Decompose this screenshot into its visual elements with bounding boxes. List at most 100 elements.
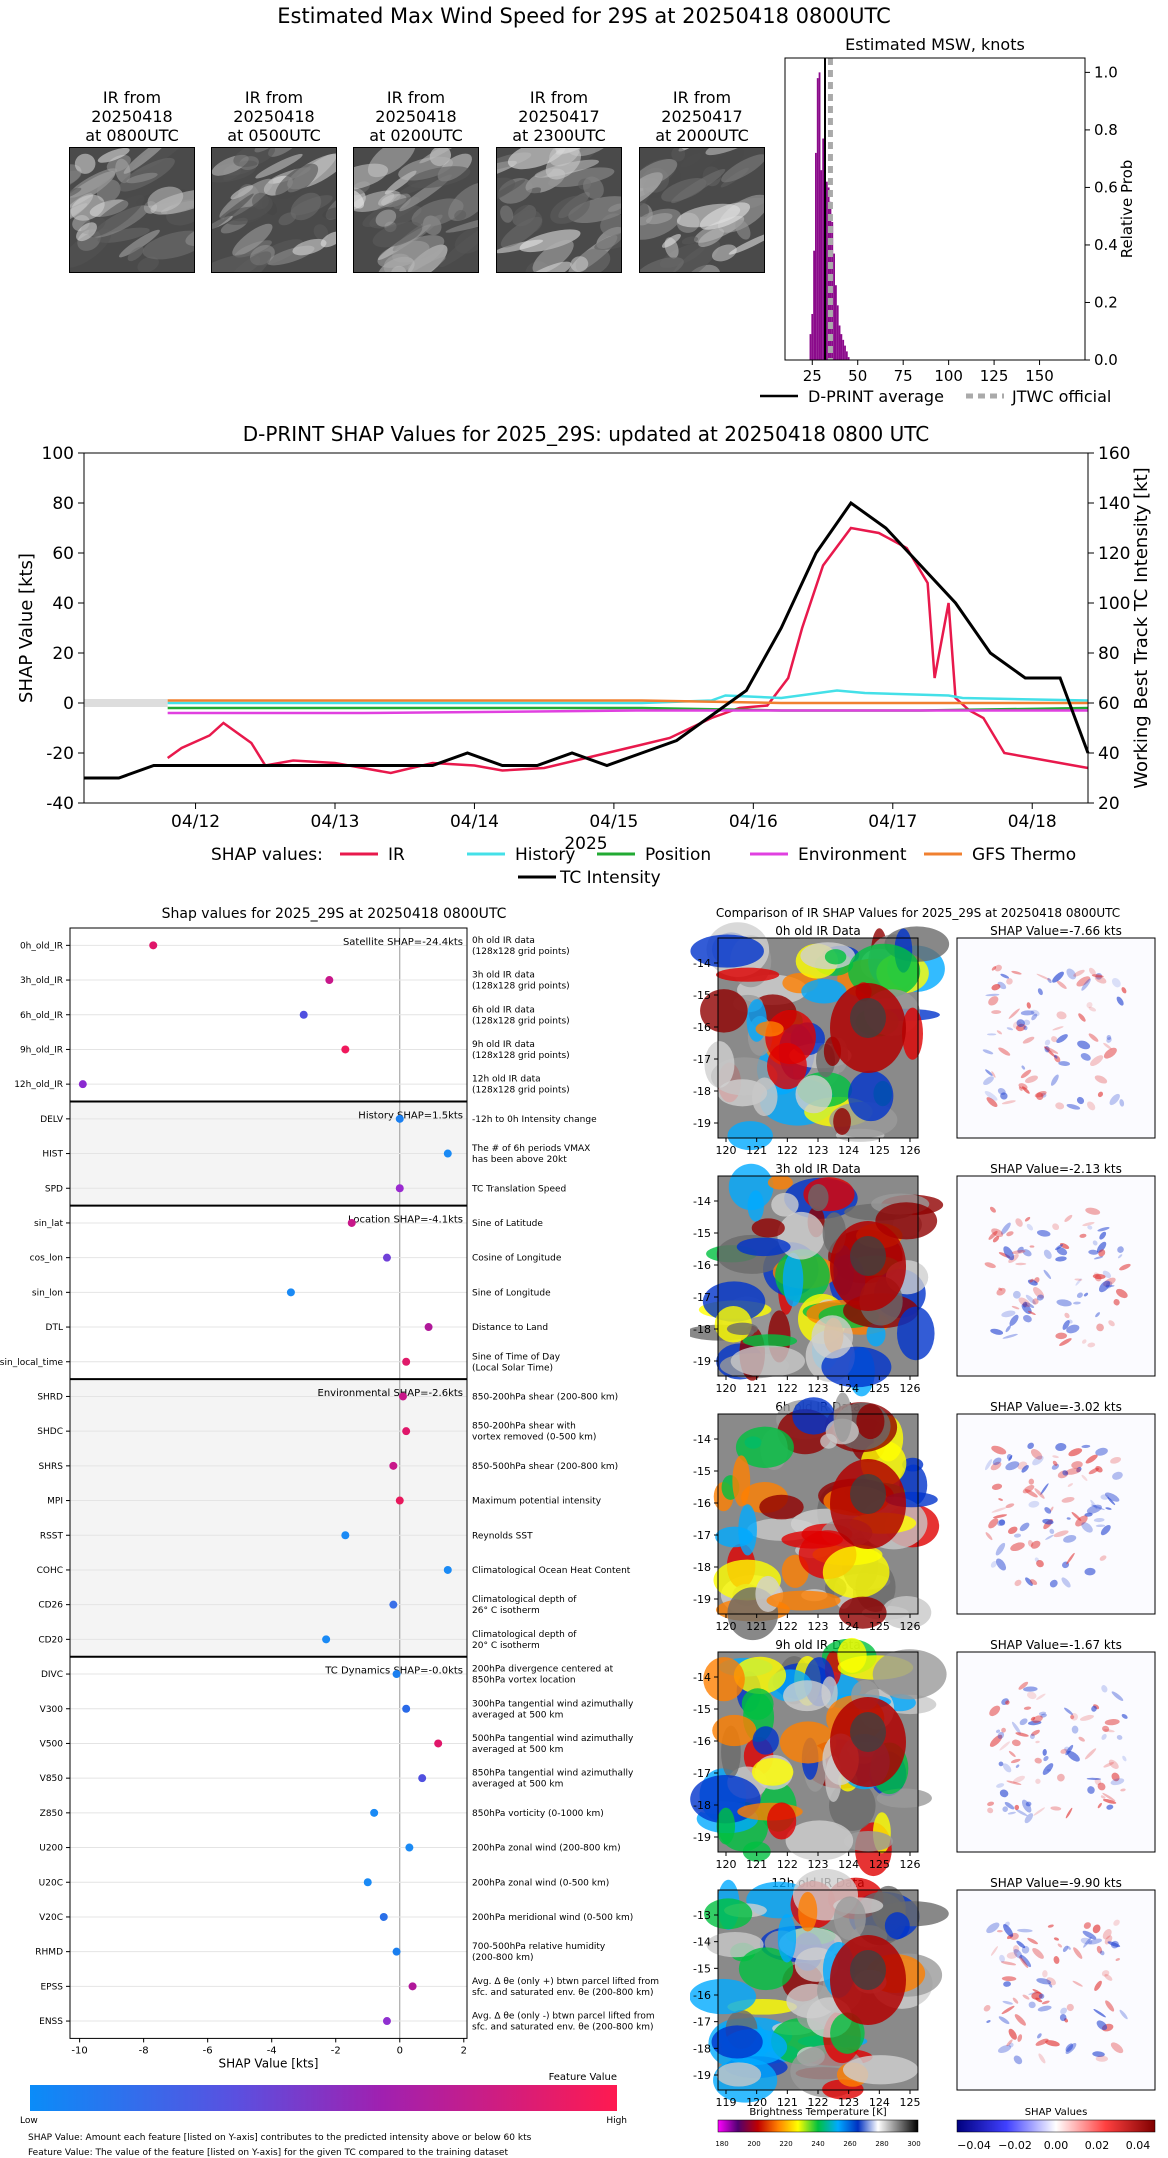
shap-pixel xyxy=(991,1483,1003,1490)
cloud-texture xyxy=(275,163,319,200)
ir-ytick-label: -16 xyxy=(693,1735,711,1748)
shap-pixel xyxy=(1093,1256,1104,1260)
ir-blob xyxy=(833,1392,852,1443)
cloud-texture xyxy=(212,193,254,237)
shap-pixel xyxy=(1049,1528,1055,1534)
shap-pixel xyxy=(990,1946,998,1956)
y-right-tick-label: 120 xyxy=(1098,544,1130,564)
shap-pixel xyxy=(1034,1488,1045,1499)
ir-ytick-label: -16 xyxy=(693,1989,711,2002)
ir-panel xyxy=(690,1163,944,1397)
legend-title: SHAP values: xyxy=(211,845,323,865)
shap-colorbar-tick: 0.04 xyxy=(1126,2139,1151,2152)
shap-pixel xyxy=(1087,1225,1093,1230)
shap-pixel xyxy=(1080,1937,1093,1945)
shap-pixel xyxy=(1038,2053,1046,2064)
ir-xtick-label: 122 xyxy=(808,2096,829,2109)
shap-pixel xyxy=(1065,1744,1074,1756)
ir-blob xyxy=(824,949,847,965)
shap-pixel xyxy=(990,1328,1004,1335)
shap-pixel xyxy=(1093,1272,1099,1277)
x-tick-label: -2 xyxy=(331,2045,341,2056)
shap-pixel xyxy=(1102,1799,1117,1804)
shap-pixel xyxy=(1088,1033,1099,1042)
shap-pixel xyxy=(1032,1988,1042,1994)
y-tick-label: 0.6 xyxy=(1094,178,1118,196)
feature-shap-point xyxy=(363,1878,372,1887)
shap-pixel xyxy=(1097,1091,1104,1098)
y-right-tick-label: 80 xyxy=(1098,644,1120,664)
ir-blob xyxy=(779,1721,837,1764)
shap-pixel xyxy=(1026,1691,1037,1700)
feature-description: 0h old IR data (128x128 grid points) xyxy=(472,936,570,957)
cloud-texture xyxy=(497,177,516,205)
cloud-texture xyxy=(712,244,737,262)
cloud-texture xyxy=(594,229,621,251)
shap-pixel xyxy=(1055,1332,1068,1340)
feature-description: Maximum potential intensity xyxy=(472,1497,602,1507)
ir-ytick-label: -19 xyxy=(693,1593,711,1606)
y-tick-label: 0.2 xyxy=(1094,293,1118,311)
shap-pixel xyxy=(1044,1039,1051,1046)
shap-pixel xyxy=(1098,1249,1106,1257)
ir-storm-center xyxy=(850,1712,886,1752)
feature-name: V20C xyxy=(39,1913,63,1923)
shap-pixel xyxy=(1092,1240,1098,1246)
y-tick-label: 40 xyxy=(52,594,74,614)
cloud-texture xyxy=(534,159,599,178)
ir-xtick-label: 123 xyxy=(808,1620,829,1633)
x-tick-label: -4 xyxy=(267,2045,277,2056)
feature-name: 6h_old_IR xyxy=(20,1011,63,1021)
feature-description: 300hPa tangential wind azimuthally averag… xyxy=(472,1699,634,1720)
ir-xtick-label: 122 xyxy=(777,1620,798,1633)
ir-blob xyxy=(715,967,780,982)
legend-dprint-label: D-PRINT average xyxy=(808,387,944,406)
shap-pixel xyxy=(1065,2043,1077,2054)
shap-pixel xyxy=(1087,1342,1096,1348)
shap-pixel xyxy=(989,1734,1003,1747)
y-tick-label: 100 xyxy=(42,444,74,464)
ir-blob xyxy=(830,2012,865,2054)
feature-shap-point xyxy=(347,1218,356,1227)
shap-pixel xyxy=(1036,1693,1046,1700)
shap-pixel xyxy=(985,1459,993,1471)
feature-shap-point xyxy=(299,1010,308,1019)
satellite-label: IR from 20250418 at 0500UTC xyxy=(227,88,321,145)
cloud-texture xyxy=(519,229,581,253)
shap-pixel xyxy=(1028,1500,1040,1508)
shap-pixel xyxy=(1021,1065,1026,1070)
feature-shap-point xyxy=(392,1670,401,1679)
colorbar-high-label: High xyxy=(606,2116,627,2126)
shap-pixel xyxy=(1103,1042,1112,1050)
shap-pixel xyxy=(1043,1249,1052,1259)
cloud-texture xyxy=(497,187,541,227)
ir-panel xyxy=(690,1637,947,1877)
feature-name: 0h_old_IR xyxy=(20,941,63,951)
bt-colorbar-tick: 220 xyxy=(779,2140,792,2148)
cloud-texture xyxy=(378,192,395,206)
histogram-title: Estimated MSW, knots xyxy=(845,35,1025,54)
bt-colorbar-tick: 260 xyxy=(843,2140,856,2148)
shap-pixel xyxy=(1017,1246,1024,1253)
shap-pixel xyxy=(1025,1577,1033,1586)
ir-xtick-label: 120 xyxy=(746,2096,767,2109)
ir-blob xyxy=(833,1896,866,1941)
cloud-texture xyxy=(147,186,184,212)
shap-pixel xyxy=(1053,1956,1060,1964)
cloud-texture xyxy=(74,153,96,174)
histogram-bar xyxy=(820,170,823,360)
shap-pixel xyxy=(1034,1757,1042,1764)
shap-colorbar xyxy=(956,2119,1156,2133)
shap-pixel xyxy=(1117,1254,1123,1259)
shap-pixel xyxy=(983,2004,991,2012)
shap-pixel xyxy=(987,1801,995,1806)
shap-pixel xyxy=(982,1049,994,1055)
ir-ytick-label: -19 xyxy=(693,1355,711,1368)
legend-jtwc-label: JTWC official xyxy=(1011,387,1111,406)
cloud-texture xyxy=(548,167,615,188)
shap-pixel xyxy=(1045,2040,1060,2047)
shap-pixel xyxy=(1047,1924,1054,1928)
shap-pixel xyxy=(1061,1496,1075,1503)
feature-shap-point xyxy=(443,1565,452,1574)
ir-blob xyxy=(767,1175,793,1190)
